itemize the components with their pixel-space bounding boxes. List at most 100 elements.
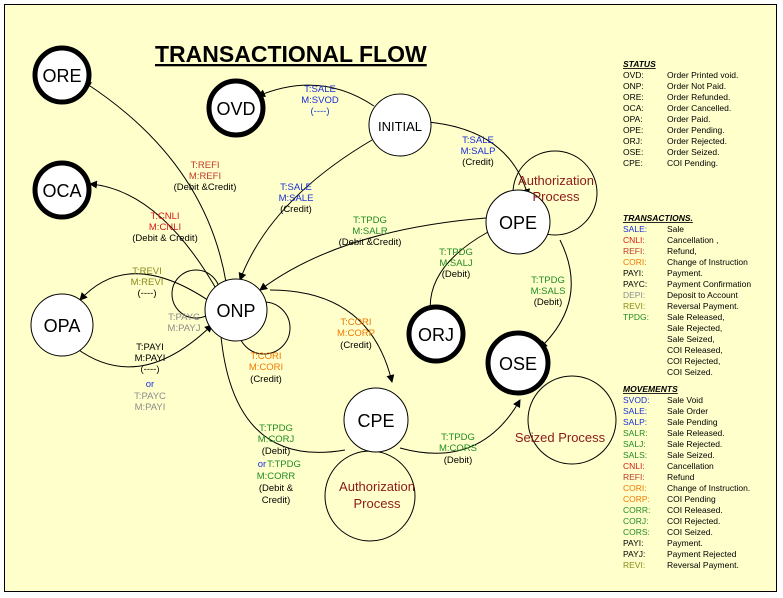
edge-label: T:TPDG [441, 432, 475, 443]
edge-label: M:REVI [131, 277, 164, 288]
edge-label: or [258, 459, 266, 470]
edge-onp-oca [89, 180, 219, 293]
legend-desc: Sale Rejected. [667, 439, 722, 449]
edge-label: T:TPDG [531, 275, 565, 286]
edge-label: T:PAYC [168, 312, 200, 323]
svg-text:ONP: ONP [216, 301, 255, 321]
edge-label: (----) [311, 106, 330, 117]
edge-label: Credit) [262, 495, 291, 506]
legend-code: REFI: [623, 472, 645, 482]
edge-label: (Debit & Credit) [132, 233, 197, 244]
legend-desc: Reversal Payment. [667, 560, 739, 570]
svg-text:OCA: OCA [42, 181, 81, 201]
edge-label: M:PAYI [135, 402, 166, 413]
edge-opa-onp [75, 324, 213, 368]
edge-label: or [146, 379, 154, 390]
edge-label: M:CORP [337, 328, 375, 339]
edge-label: T:SALE [304, 84, 336, 95]
svg-text:ORE: ORE [42, 66, 81, 86]
edge-initial-ovd [257, 84, 375, 107]
legend-code: ORJ: [623, 136, 642, 146]
edge-label: M:PAYI [135, 353, 166, 364]
legend-desc: Sale Released, [667, 312, 725, 322]
legend-desc: Order Refunded. [667, 92, 730, 102]
legend-desc: Payment Rejected [667, 549, 737, 559]
legend-desc: Sale [667, 224, 684, 234]
legend-desc: Order Not Paid. [667, 81, 726, 91]
legend-heading-movements: MOVEMENTS [623, 384, 678, 394]
legend-code: OVD: [623, 70, 644, 80]
edge-ope-onp [259, 217, 487, 291]
legend-code: PAYI: [623, 538, 643, 548]
edge-cpe-ose [399, 399, 521, 454]
edge-label: M:SALJ [439, 258, 473, 269]
legend-desc: Refund, [667, 246, 697, 256]
legend-heading-status: STATUS [623, 59, 656, 69]
edge-label: (Debit &Credit) [174, 182, 237, 193]
legend-desc: Change of Instruction. [667, 483, 750, 493]
edge-label: T:CORI [340, 317, 371, 328]
legend-code: SALP: [623, 417, 647, 427]
edge-label: (Debit &Credit) [339, 237, 402, 248]
edge-label: (Debit) [262, 446, 291, 457]
legend-code: REVI: [623, 560, 645, 570]
edge-label: T:TPDG [353, 215, 387, 226]
legend-desc: Sale Seized, [667, 334, 715, 344]
legend-desc: Sale Order [667, 406, 708, 416]
legend-desc: COI Released. [667, 505, 723, 515]
legend-desc: Sale Pending [667, 417, 718, 427]
edge-label: (Credit) [250, 374, 282, 385]
edge-label: M:SALR [352, 226, 388, 237]
legend-code: OPA: [623, 114, 643, 124]
legend-code: DEPI: [623, 290, 645, 300]
legend-code: SALR: [623, 428, 648, 438]
svg-text:OPA: OPA [44, 316, 81, 336]
edge-label: (Debit) [444, 455, 473, 466]
node-cpe: CPE [343, 387, 409, 453]
node-initial: INITIAL [368, 93, 432, 157]
legend-code: CORS: [623, 527, 650, 537]
edge-label: T:TPDG [439, 247, 473, 258]
legend-code: PAYJ: [623, 549, 645, 559]
legend-code: CORP: [623, 494, 650, 504]
seized-process-loop [527, 375, 617, 465]
legend-code: TPDG: [623, 312, 649, 322]
ope-auth-label-line1: Authorization [518, 173, 594, 188]
edge-label: M:CNLI [149, 222, 181, 233]
edge-label: M:CORS [439, 443, 477, 454]
svg-text:OSE: OSE [499, 354, 537, 374]
edge-label: (Debit) [534, 297, 563, 308]
legend-code: SALE: [623, 224, 647, 234]
legend-desc: Payment. [667, 538, 703, 548]
legend-desc: Reversal Payment. [667, 301, 739, 311]
edge-label: (----) [141, 364, 160, 375]
ope-auth-label-line2: Process [533, 189, 580, 204]
edge-onp-opa [79, 273, 216, 306]
legend-code: CORI: [623, 483, 647, 493]
edge-label: (Credit) [340, 340, 372, 351]
legend-desc: Change of Instruction [667, 257, 748, 267]
edge-label: M:SALE [279, 193, 314, 204]
edge-cpe-onp [216, 324, 346, 453]
legend-desc: Order Seized. [667, 147, 719, 157]
node-ose: OSE [485, 330, 551, 396]
edge-label: M:PAYJ [168, 323, 201, 334]
edge-label: T:TPDG [259, 423, 293, 434]
legend-code: SALS: [623, 450, 647, 460]
legend-desc: COI Released, [667, 345, 723, 355]
legend-code: OCA: [623, 103, 644, 113]
edge-onp-ore [83, 81, 227, 283]
legend-desc: Payment. [667, 268, 703, 278]
legend-code: ONP: [623, 81, 644, 91]
legend-desc: COI Rejected, [667, 356, 720, 366]
edge-label: (----) [138, 288, 157, 299]
edge-label: T:CNLI [150, 211, 179, 222]
legend-desc: Sale Seized. [667, 450, 715, 460]
edge-label: M:SVOD [301, 95, 339, 106]
edge-label: M:SALP [461, 146, 496, 157]
legend-desc: Order Cancelled. [667, 103, 731, 113]
cpe-auth-label-line1: Authorization [339, 479, 415, 494]
legend-code: REVI: [623, 301, 645, 311]
